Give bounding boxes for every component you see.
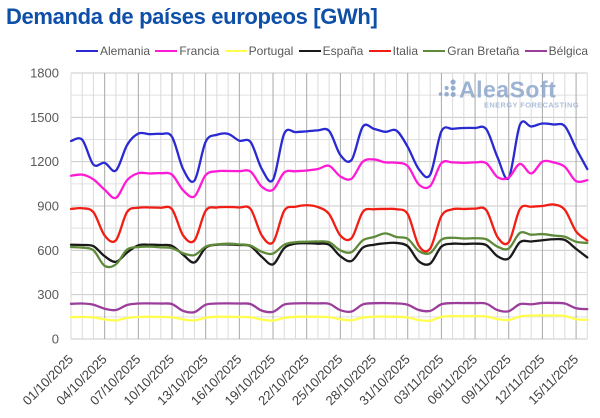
svg-text:ENERGY FORECASTING: ENERGY FORECASTING [484,101,579,110]
svg-text:0: 0 [52,332,59,347]
svg-text:300: 300 [37,287,59,302]
svg-text:1500: 1500 [30,110,59,125]
svg-text:AleaSoft: AleaSoft [459,77,556,103]
svg-text:1200: 1200 [30,154,59,169]
svg-text:1800: 1800 [30,66,59,81]
svg-text:900: 900 [37,199,59,214]
svg-text:600: 600 [37,243,59,258]
